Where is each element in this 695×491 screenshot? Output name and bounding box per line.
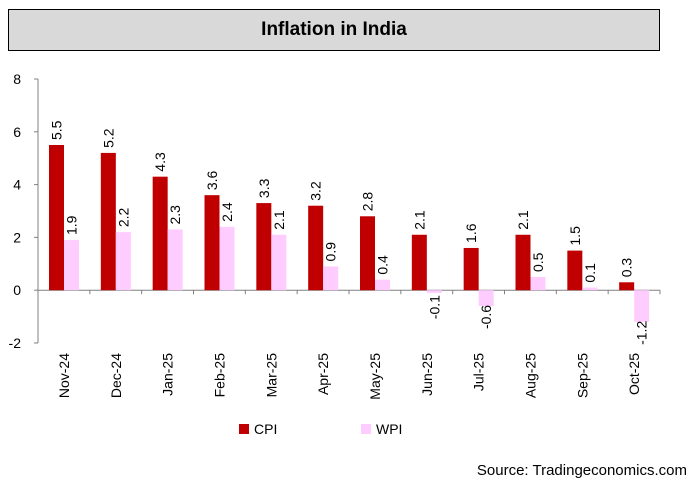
y-tick-label: 4: [13, 177, 21, 193]
bar-cpi: [463, 247, 479, 291]
bar-cpi: [308, 205, 324, 291]
y-tick-label: 6: [13, 124, 21, 140]
bar-wpi: [219, 226, 235, 291]
y-tick-label: -2: [9, 335, 22, 351]
legend-swatch-cpi: [239, 424, 249, 434]
chart-title: Inflation in India: [8, 9, 660, 51]
bar-cpi: [567, 250, 583, 291]
legend-item-wpi: WPI: [361, 421, 402, 437]
y-tick-label: 0: [13, 282, 21, 298]
data-label-cpi: 3.2: [308, 181, 324, 201]
x-tick-label: Nov-24: [56, 353, 72, 398]
x-tick-label: May-25: [367, 353, 383, 400]
data-label-wpi: -0.6: [478, 305, 494, 329]
data-label-cpi: 2.1: [411, 210, 427, 230]
bar-wpi: [426, 290, 442, 293]
bar-cpi: [49, 145, 64, 291]
x-tick-label: Jul-25: [471, 353, 487, 391]
data-label-cpi: 5.2: [100, 128, 116, 148]
y-tick-label: 2: [13, 229, 21, 245]
data-label-cpi: 1.6: [463, 223, 479, 243]
data-label-cpi: 0.3: [619, 258, 635, 278]
x-tick-label: Sep-25: [574, 353, 590, 398]
data-label-wpi: 2.1: [271, 210, 287, 230]
y-tick-label: 8: [13, 71, 21, 87]
x-tick-label: Oct-25: [626, 353, 642, 395]
data-label-wpi: -0.1: [426, 295, 442, 319]
data-label-wpi: 0.5: [530, 252, 546, 272]
legend-swatch-wpi: [361, 424, 371, 434]
data-label-wpi: 1.9: [64, 215, 80, 235]
x-tick-label: Apr-25: [315, 353, 331, 395]
bar-wpi: [530, 277, 546, 291]
data-label-cpi: 1.5: [567, 226, 583, 246]
bar-cpi: [152, 176, 168, 291]
legend-label-cpi: CPI: [254, 421, 278, 437]
data-label-cpi: 4.3: [152, 152, 168, 172]
bar-wpi: [478, 290, 494, 307]
data-label-wpi: 0.4: [375, 255, 391, 275]
legend-item-cpi: CPI: [239, 421, 277, 437]
data-label-cpi: 5.5: [49, 120, 65, 140]
bar-wpi: [634, 290, 650, 322]
x-tick-label: Dec-24: [108, 353, 124, 398]
bar-wpi: [167, 229, 183, 291]
source-note: Source: Tradingeconomics.com: [476, 462, 687, 479]
x-tick-label: Jan-25: [160, 353, 176, 396]
bar-cpi: [256, 203, 272, 291]
bar-cpi: [411, 234, 427, 291]
data-label-cpi: 3.6: [204, 170, 220, 190]
data-label-wpi: -1.2: [634, 321, 650, 345]
x-tick-label: Mar-25: [263, 353, 279, 398]
data-label-wpi: 2.3: [167, 205, 183, 225]
bar-cpi: [515, 234, 531, 291]
bar-wpi: [582, 287, 598, 291]
bar-wpi: [271, 234, 287, 291]
data-label-wpi: 0.1: [582, 263, 598, 283]
bar-cpi: [619, 282, 635, 291]
bar-wpi: [375, 279, 390, 291]
bar-wpi: [115, 232, 131, 291]
x-tick-label: Feb-25: [211, 353, 227, 398]
x-tick-label: Jun-25: [419, 353, 435, 396]
data-label-cpi: 3.3: [256, 178, 272, 198]
data-label-wpi: 2.2: [115, 207, 131, 227]
bar-cpi: [100, 152, 116, 291]
data-label-wpi: 2.4: [219, 202, 235, 222]
bar-cpi: [360, 216, 375, 291]
bar-wpi: [64, 240, 79, 291]
bar-wpi: [323, 266, 339, 291]
data-label-cpi: 2.8: [360, 192, 376, 212]
legend-label-wpi: WPI: [376, 421, 403, 437]
x-tick-label: Aug-25: [522, 353, 538, 398]
data-label-wpi: 0.9: [323, 242, 339, 262]
bar-cpi: [204, 195, 220, 291]
data-label-cpi: 2.1: [515, 210, 531, 230]
